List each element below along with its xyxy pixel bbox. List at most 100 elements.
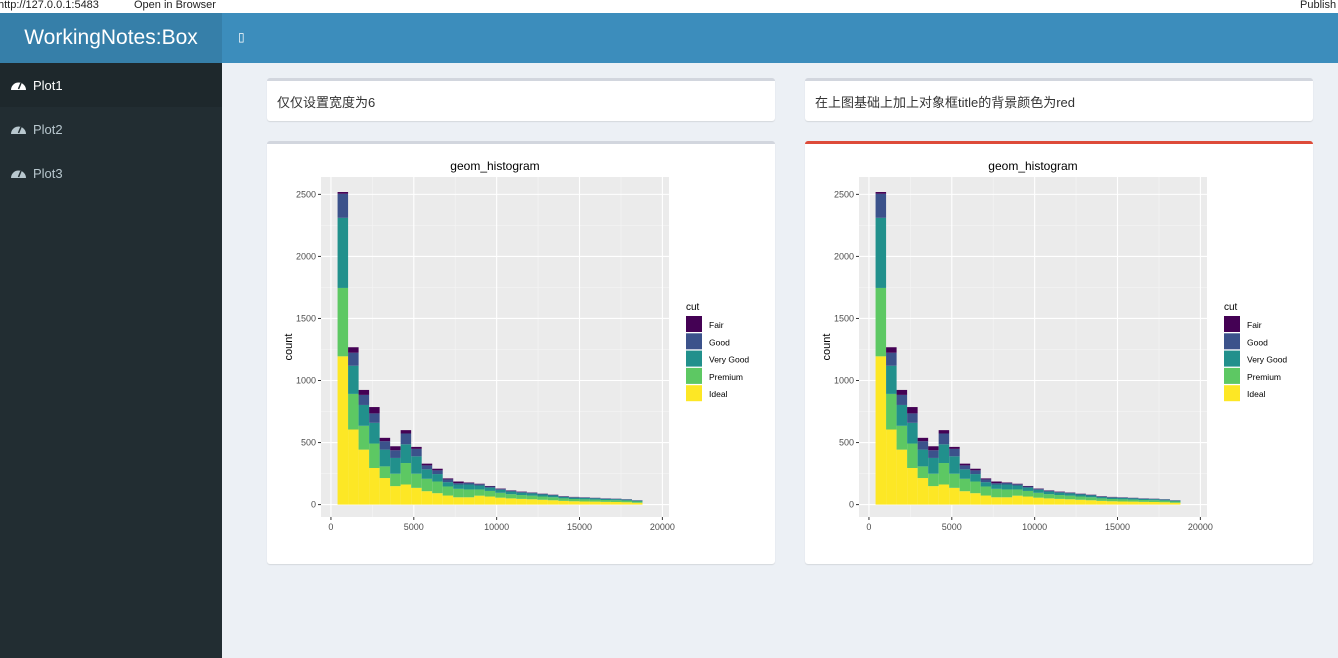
bar-segment-ideal: [875, 356, 887, 505]
bar-segment-ideal: [1043, 498, 1055, 505]
dashboard-icon: [11, 126, 26, 134]
bar-segment-good: [337, 193, 349, 218]
bar-segment-ideal: [516, 498, 527, 505]
bar-segment-very-good: [621, 499, 632, 501]
bar-segment-ideal: [631, 502, 643, 505]
bar-segment-premium: [484, 490, 496, 497]
bar-segment-premium: [526, 495, 538, 500]
legend-label: Ideal: [709, 389, 728, 399]
x-tick-label: 5000: [942, 522, 962, 532]
bar-segment-ideal: [505, 498, 517, 505]
bar-segment-good: [949, 448, 960, 457]
legend-label: Good: [709, 337, 730, 347]
title-box-left: 仅仅设置宽度为6: [267, 78, 775, 121]
chart-title: geom_histogram: [988, 159, 1077, 173]
bar-segment-very-good: [516, 492, 527, 496]
legend-key: [686, 385, 702, 402]
bar-segment-good: [526, 492, 538, 494]
box-title: 仅仅设置宽度为6: [277, 95, 376, 110]
bar-segment-ideal: [907, 467, 918, 505]
legend-key: [686, 333, 702, 350]
bar-segment-very-good: [453, 484, 464, 489]
bar-segment-premium: [358, 425, 370, 450]
sidebar-item-plot3[interactable]: Plot3: [0, 151, 222, 195]
x-tick-label: 15000: [567, 522, 592, 532]
bar-segment-good: [453, 483, 464, 485]
bar-segment-premium: [1138, 500, 1149, 502]
bar-segment-ideal: [537, 499, 548, 505]
bar-segment-very-good: [1001, 484, 1013, 490]
x-tick-label: 10000: [1022, 522, 1047, 532]
bar-segment-premium: [610, 500, 622, 502]
sidebar-item-plot2[interactable]: Plot2: [0, 107, 222, 151]
bar-segment-fair: [379, 437, 391, 442]
bar-segment-good: [938, 433, 950, 445]
bar-segment-very-good: [495, 489, 506, 493]
legend-key: [1224, 385, 1240, 402]
url-text[interactable]: http://127.0.0.1:5483: [0, 0, 99, 11]
bar-segment-ideal: [1033, 497, 1044, 505]
bar-segment-good: [928, 450, 939, 458]
legend-key: [686, 316, 702, 332]
bar-segment-ideal: [432, 493, 443, 505]
x-tick-label: 15000: [1105, 522, 1130, 532]
bar-segment-very-good: [432, 474, 443, 482]
bar-segment-fair: [896, 389, 908, 395]
bar-segment-good: [442, 479, 454, 483]
bar-segment-premium: [1096, 498, 1107, 501]
bar-segment-premium: [949, 473, 960, 488]
bar-segment-ideal: [938, 484, 950, 505]
bar-segment-good: [1022, 486, 1034, 488]
bar-segment-ideal: [991, 497, 1002, 505]
bar-segment-very-good: [938, 444, 950, 464]
bar-segment-ideal: [1159, 502, 1170, 505]
legend-title: cut: [686, 302, 700, 313]
bar-segment-very-good: [1043, 491, 1055, 495]
legend-key: [1224, 316, 1240, 332]
bar-segment-very-good: [1022, 487, 1034, 491]
publish-button[interactable]: Publish: [1300, 0, 1337, 11]
sidebar: Plot1 Plot2 Plot3: [0, 63, 222, 658]
sidebar-item-plot1[interactable]: Plot1: [0, 63, 222, 107]
bar-segment-ideal: [1127, 501, 1139, 505]
dashboard-icon: [11, 170, 26, 178]
bar-segment-very-good: [1054, 492, 1065, 496]
bar-segment-ideal: [600, 501, 611, 505]
bar-segment-premium: [959, 478, 971, 492]
bar-segment-ideal: [959, 491, 971, 505]
bar-segment-very-good: [358, 404, 370, 426]
legend-label: Premium: [1247, 372, 1281, 382]
bar-segment-fair: [991, 481, 1002, 484]
bar-segment-good: [348, 352, 359, 366]
bar-segment-ideal: [1075, 499, 1086, 505]
bar-segment-good: [896, 394, 908, 405]
open-in-browser-button[interactable]: Open in Browser: [134, 0, 216, 11]
bar-segment-fair: [337, 192, 349, 194]
bar-segment-premium: [631, 501, 643, 503]
x-tick-label: 5000: [404, 522, 424, 532]
bar-segment-premium: [348, 393, 359, 430]
bar-segment-very-good: [1012, 485, 1023, 490]
bar-segment-ideal: [621, 502, 632, 505]
legend-label: Fair: [709, 320, 724, 330]
bar-segment-ideal: [1085, 500, 1097, 505]
bar-segment-ideal: [558, 500, 569, 505]
bar-segment-very-good: [1064, 493, 1076, 496]
dashboard-icon: [11, 82, 26, 90]
bar-segment-premium: [1127, 499, 1139, 502]
bar-segment-ideal: [1022, 496, 1034, 505]
bar-segment-ideal: [1064, 499, 1076, 505]
bar-segment-premium: [1169, 501, 1181, 503]
bar-segment-ideal: [495, 497, 506, 505]
sidebar-toggle-icon[interactable]: ▯: [238, 30, 245, 44]
legend-key: [1224, 350, 1240, 367]
bar-segment-fair: [369, 407, 380, 414]
bar-segment-fair: [453, 481, 464, 484]
bar-segment-very-good: [1169, 500, 1181, 502]
bar-segment-premium: [579, 499, 590, 502]
bar-segment-ideal: [970, 493, 981, 505]
y-tick-label: 2000: [296, 251, 316, 261]
bar-segment-very-good: [547, 495, 559, 498]
bar-segment-fair: [980, 478, 992, 480]
bar-segment-very-good: [600, 498, 611, 500]
